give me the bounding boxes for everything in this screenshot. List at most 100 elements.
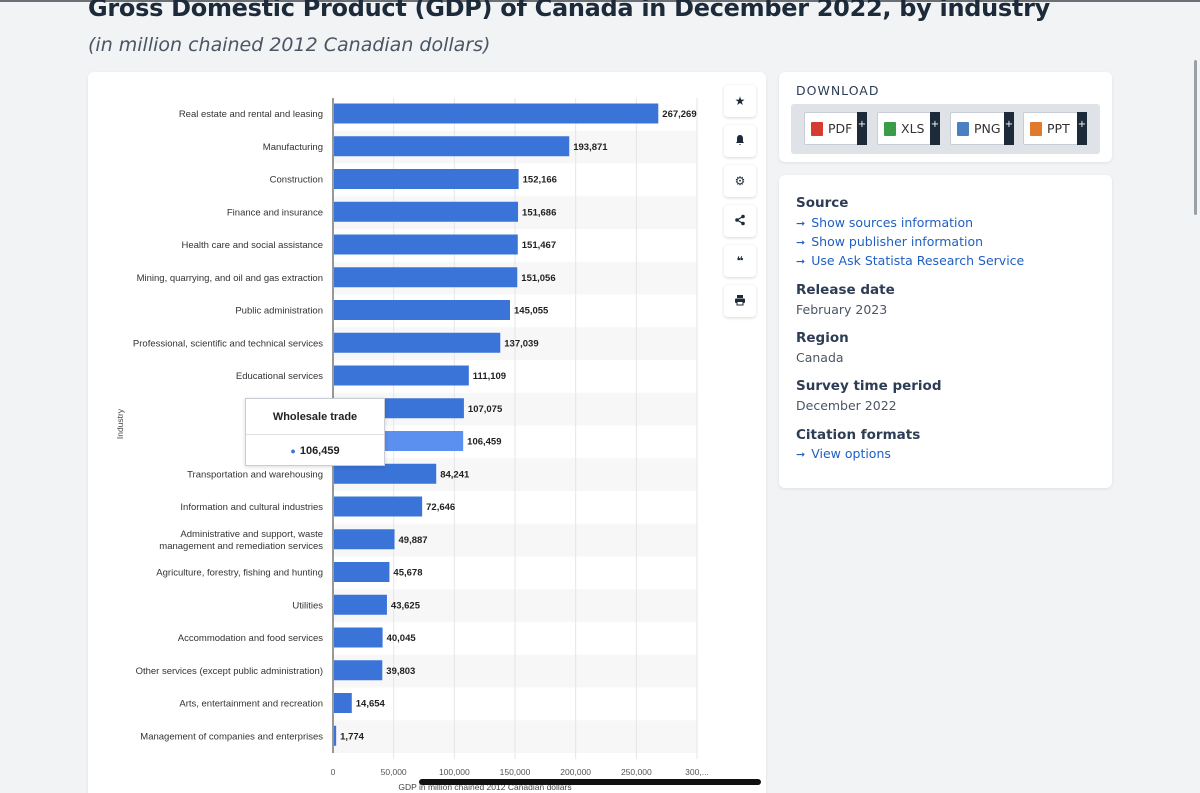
download-card: DOWNLOAD PDF + XLS + PNG + PPT + bbox=[779, 72, 1112, 162]
show-publisher-label: Show publisher information bbox=[811, 234, 984, 249]
bar-value-label: 39,803 bbox=[386, 666, 415, 677]
category-label: Manufacturing bbox=[263, 142, 323, 153]
download-png-button[interactable]: PNG + bbox=[950, 112, 1014, 145]
category-label: Management of companies and enterprises bbox=[140, 731, 323, 742]
bar[interactable] bbox=[334, 529, 395, 550]
y-axis-title: Industry bbox=[115, 408, 125, 439]
notification-button[interactable] bbox=[724, 125, 756, 157]
bar[interactable] bbox=[334, 332, 501, 353]
download-xls-button[interactable]: XLS + bbox=[877, 112, 940, 145]
bar[interactable] bbox=[334, 496, 423, 517]
bar[interactable] bbox=[334, 201, 519, 222]
category-label: Construction bbox=[270, 175, 323, 186]
favorite-button[interactable]: ★ bbox=[724, 85, 756, 117]
category-label: Finance and insurance bbox=[227, 207, 323, 218]
bar-value-label: 106,459 bbox=[467, 437, 501, 448]
bar[interactable] bbox=[334, 627, 383, 648]
download-buttons: PDF + XLS + PNG + PPT + bbox=[791, 104, 1100, 154]
info-card: Source ➞ Show sources information ➞ Show p… bbox=[779, 175, 1112, 488]
chart-tooltip: Wholesale trade ● 106,459 bbox=[245, 398, 385, 466]
bar-value-label: 193,871 bbox=[573, 142, 608, 153]
category-label: Public administration bbox=[235, 306, 323, 317]
bar[interactable] bbox=[334, 234, 518, 255]
category-label: management and remediation services bbox=[159, 541, 323, 552]
gear-icon: ⚙ bbox=[734, 174, 746, 188]
bar[interactable] bbox=[334, 562, 390, 582]
bar[interactable] bbox=[334, 594, 387, 615]
download-png-label: PNG bbox=[974, 121, 1001, 136]
bar[interactable] bbox=[334, 660, 383, 681]
print-button[interactable] bbox=[724, 285, 756, 317]
png-file-icon bbox=[957, 121, 969, 136]
download-title: DOWNLOAD bbox=[796, 83, 880, 98]
settings-button[interactable]: ⚙ bbox=[724, 165, 756, 197]
bar-value-label: 49,887 bbox=[399, 535, 428, 546]
pdf-file-icon bbox=[811, 121, 823, 136]
view-options-link[interactable]: ➞ View options bbox=[796, 446, 891, 461]
show-publisher-link[interactable]: ➞ Show publisher information bbox=[796, 234, 983, 249]
bar-value-label: 43,625 bbox=[391, 600, 421, 611]
chart-card: 0 50,000 100,000 150,000 200,000 250,000 300,.… bbox=[88, 72, 766, 793]
show-sources-link[interactable]: ➞ Show sources information bbox=[796, 215, 973, 230]
share-button[interactable] bbox=[724, 205, 756, 237]
cite-button[interactable]: ❝ bbox=[724, 245, 756, 277]
bar[interactable] bbox=[334, 365, 469, 386]
category-label: Real estate and rental and leasing bbox=[179, 109, 323, 120]
bar[interactable] bbox=[334, 169, 519, 189]
arrow-right-icon: ➞ bbox=[796, 255, 806, 268]
pdf-plus-icon[interactable]: + bbox=[857, 112, 867, 145]
release-heading: Release date bbox=[796, 282, 895, 298]
bar[interactable] bbox=[334, 725, 337, 746]
category-label: Accommodation and food services bbox=[178, 633, 323, 644]
download-ppt-label: PPT bbox=[1047, 121, 1070, 136]
x-tick-label: 0 bbox=[331, 767, 336, 777]
bar[interactable] bbox=[334, 300, 511, 320]
bar[interactable] bbox=[334, 103, 659, 124]
region-heading: Region bbox=[796, 330, 849, 346]
bar-value-label: 267,269 bbox=[662, 109, 696, 120]
category-label: Agriculture, forestry, fishing and hunti… bbox=[156, 568, 323, 579]
arrow-right-icon: ➞ bbox=[796, 448, 806, 461]
category-label: Mining, quarrying, and oil and gas extra… bbox=[137, 273, 323, 284]
x-tick-label: 200,000 bbox=[560, 767, 591, 777]
bar-value-label: 151,056 bbox=[521, 273, 555, 284]
category-label: Transportation and warehousing bbox=[187, 469, 323, 480]
download-pdf-button[interactable]: PDF + bbox=[804, 112, 867, 145]
xls-plus-icon[interactable]: + bbox=[930, 112, 940, 145]
bar-value-label: 14,654 bbox=[356, 699, 386, 710]
ppt-plus-icon[interactable]: + bbox=[1077, 112, 1087, 145]
chart-toolbar: ★ ⚙ ❝ bbox=[724, 85, 756, 325]
arrow-right-icon: ➞ bbox=[796, 217, 806, 230]
category-label: Health care and social assistance bbox=[181, 240, 323, 251]
category-label: Utilities bbox=[292, 600, 323, 611]
download-ppt-button[interactable]: PPT + bbox=[1023, 112, 1087, 145]
citation-heading: Citation formats bbox=[796, 427, 921, 443]
bar-chart[interactable]: 0 50,000 100,000 150,000 200,000 250,000 300,.… bbox=[88, 72, 766, 793]
source-heading: Source bbox=[796, 195, 849, 211]
bar-value-label: 137,039 bbox=[504, 338, 538, 349]
x-tick-label: 300,... bbox=[685, 767, 709, 777]
bell-icon bbox=[734, 134, 746, 149]
bar[interactable] bbox=[334, 693, 352, 713]
bar-value-label: 151,467 bbox=[522, 240, 556, 251]
x-tick-label: 100,000 bbox=[439, 767, 470, 777]
share-icon bbox=[734, 214, 746, 229]
ask-statista-label: Use Ask Statista Research Service bbox=[811, 253, 1025, 268]
x-axis-title: GDP in million chained 2012 Canadian dol… bbox=[398, 782, 571, 792]
category-label: Professional, scientific and technical s… bbox=[133, 338, 323, 349]
vertical-scrollbar[interactable] bbox=[1194, 60, 1197, 215]
bar-value-label: 72,646 bbox=[426, 502, 455, 513]
bar[interactable] bbox=[334, 267, 518, 288]
survey-heading: Survey time period bbox=[796, 378, 942, 394]
horizontal-scroll-handle[interactable] bbox=[419, 779, 761, 785]
tooltip-dot-icon: ● bbox=[290, 446, 296, 456]
bar[interactable] bbox=[334, 136, 570, 157]
category-label: Educational services bbox=[236, 371, 323, 382]
x-tick-label: 50,000 bbox=[381, 767, 407, 777]
ask-statista-link[interactable]: ➞ Use Ask Statista Research Service bbox=[796, 253, 1024, 268]
bar-value-label: 40,045 bbox=[387, 633, 417, 644]
arrow-right-icon: ➞ bbox=[796, 236, 806, 249]
bar[interactable] bbox=[334, 463, 437, 484]
png-plus-icon[interactable]: + bbox=[1004, 112, 1014, 145]
x-tick-label: 250,000 bbox=[621, 767, 652, 777]
